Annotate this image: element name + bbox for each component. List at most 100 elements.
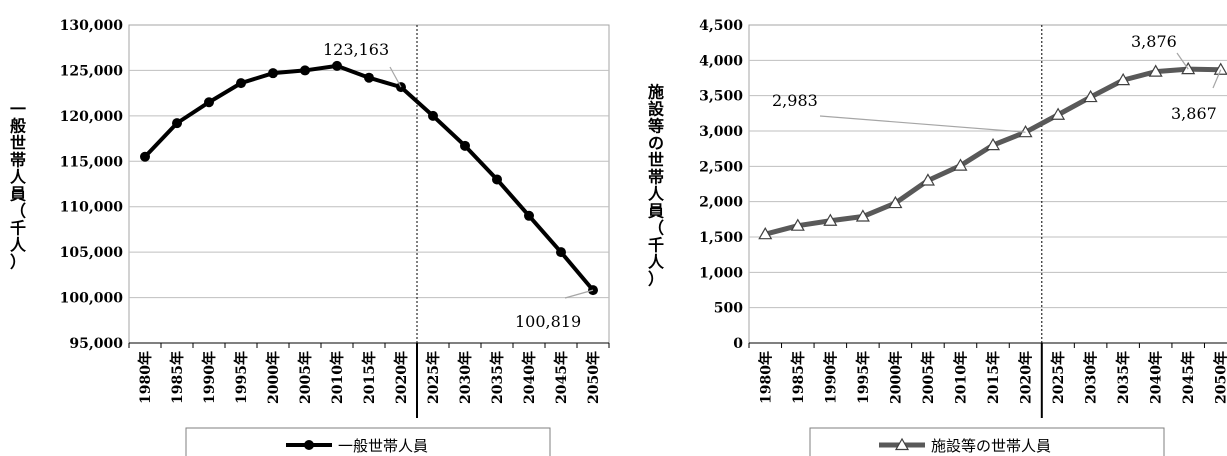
x-tick-label: 1985年 <box>790 351 807 404</box>
y-tick-label: 3,500 <box>699 89 743 105</box>
series-line <box>764 66 1221 237</box>
legend-label: 施設等の世帯人員 <box>931 437 1051 455</box>
y-axis-title-char: 等 <box>647 117 664 136</box>
data-label-leader <box>1212 69 1222 89</box>
y-axis-title-char: 施 <box>648 83 664 102</box>
y-axis-title-char: 千 <box>10 219 26 238</box>
data-point <box>823 213 838 226</box>
x-tick-label: 2030年 <box>457 351 474 404</box>
x-tick-label: 2020年 <box>393 351 410 404</box>
data-point <box>204 97 214 108</box>
y-tick-label: 1,500 <box>699 230 743 246</box>
data-point <box>855 209 870 222</box>
x-tick-label: 2040年 <box>521 351 538 404</box>
x-tick-label: 2020年 <box>1018 351 1035 404</box>
x-tick-label: 2005年 <box>297 351 314 404</box>
x-tick-label: 2000年 <box>887 351 904 404</box>
x-tick-label: 2025年 <box>425 351 442 404</box>
y-axis-title: 施設等の世帯人員（千人） <box>647 83 665 289</box>
data-point <box>524 210 534 221</box>
y-tick-label: 130,000 <box>60 18 124 34</box>
x-tick-label: 2010年 <box>329 351 346 404</box>
y-axis-title: 一般世帯人員（千人） <box>9 100 27 272</box>
x-tick-label: 2035年 <box>1115 351 1132 404</box>
y-axis-title-char: （ <box>648 219 664 238</box>
legend-swatch-marker <box>304 440 314 450</box>
right-chart-svg: 4,500 4,000 3,500 3,000 2,500 2,000 1,500 1,000… <box>647 18 1227 456</box>
data-point <box>1213 62 1227 75</box>
y-axis-title-char: の <box>648 134 664 153</box>
x-tick-label: 2045年 <box>553 351 570 404</box>
x-tick-label: 1985年 <box>169 351 186 404</box>
data-point <box>888 195 903 209</box>
x-tick-label: 2010年 <box>952 351 969 404</box>
left-chart: 130,000 125,000 120,000 115,000 110,000 105,0… <box>9 18 610 456</box>
x-tick-label: 2035年 <box>489 351 506 404</box>
data-point <box>1051 107 1066 120</box>
data-point <box>556 247 566 258</box>
data-label: 123,163 <box>323 40 389 59</box>
y-axis-title-char: 般 <box>10 117 26 136</box>
data-label-leader <box>389 66 402 88</box>
y-tick-label: 500 <box>714 301 743 317</box>
x-tick-label: 2000年 <box>265 351 282 404</box>
y-tick-label: 125,000 <box>60 63 124 79</box>
y-axis-title-char: 帯 <box>648 168 664 187</box>
y-axis-title-char: 千 <box>648 236 664 255</box>
data-label: 2,983 <box>772 91 818 110</box>
y-tick-label: 120,000 <box>60 109 124 125</box>
data-point <box>172 118 182 129</box>
y-tick-label: 1,000 <box>699 265 743 281</box>
y-axis-title-char: 人 <box>10 168 27 187</box>
y-tick-label: 2,000 <box>699 195 743 211</box>
y-tick-label: 2,500 <box>699 159 743 175</box>
x-tick-label: 2015年 <box>985 351 1002 404</box>
data-point <box>985 137 1001 151</box>
y-axis-title-char: 世 <box>648 151 664 170</box>
data-label: 3,876 <box>1131 32 1177 51</box>
y-axis-title-char: 員 <box>647 202 664 221</box>
x-tick-label: 2015年 <box>361 351 378 404</box>
y-axis-title-char: 人 <box>648 185 665 204</box>
data-label-leader <box>564 289 594 299</box>
x-tick-label: 1980年 <box>757 351 774 404</box>
data-label: 100,819 <box>515 312 581 331</box>
legend-box <box>809 427 1165 456</box>
data-point <box>268 68 278 79</box>
x-tick-label: 2050年 <box>585 351 602 404</box>
data-point <box>492 174 502 185</box>
y-axis-title-char: （ <box>10 202 26 221</box>
x-tick-label: 2045年 <box>1180 351 1197 404</box>
data-label-leader <box>819 115 1026 133</box>
x-tick-label: 1980年 <box>137 351 154 404</box>
legend: 施設等の世帯人員 <box>809 427 1165 456</box>
y-axis-title-char: 一 <box>10 100 26 119</box>
legend: 一般世帯人員 <box>185 427 551 456</box>
legend-label: 一般世帯人員 <box>338 437 428 455</box>
x-tick-label: 2030年 <box>1083 351 1100 404</box>
y-tick-label: 110,000 <box>60 200 124 216</box>
data-point <box>460 140 470 151</box>
data-point <box>1148 64 1163 77</box>
x-tick-label: 2025年 <box>1050 351 1067 404</box>
data-point <box>920 173 935 186</box>
data-point <box>236 78 246 89</box>
data-label: 3,867 <box>1171 104 1217 123</box>
data-point <box>332 60 342 71</box>
data-point <box>790 218 805 231</box>
y-tick-label: 4,000 <box>699 53 743 69</box>
right-chart: 4,500 4,000 3,500 3,000 2,500 2,000 1,500 1,000… <box>640 0 1227 456</box>
x-tick-label: 2005年 <box>920 351 937 404</box>
y-axis-title-char: ） <box>648 270 664 289</box>
data-point <box>428 110 438 121</box>
data-point <box>364 72 374 83</box>
y-tick-label: 105,000 <box>60 245 124 261</box>
y-axis-title-char: ） <box>10 253 26 272</box>
x-tick-label: 1990年 <box>201 351 218 404</box>
data-point <box>140 151 150 162</box>
x-tick-label: 1990年 <box>822 351 839 404</box>
left-chart-svg: 130,000 125,000 120,000 115,000 110,000 105,0… <box>9 18 610 456</box>
y-axis-title-char: 帯 <box>10 151 26 170</box>
y-tick-label: 115,000 <box>60 154 124 170</box>
data-label-leader <box>1176 52 1189 70</box>
